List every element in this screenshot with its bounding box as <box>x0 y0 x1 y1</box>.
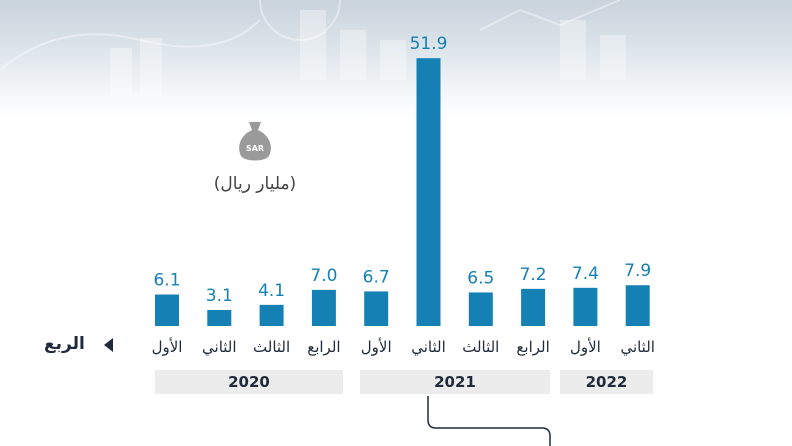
bar-1 <box>207 310 232 326</box>
category-label-9: الثاني <box>620 338 655 357</box>
year-2022-box: 2022 <box>560 370 653 394</box>
currency-code: SAR <box>246 144 264 153</box>
bar-4 <box>364 291 389 326</box>
year-2021-box: 2021 <box>360 370 550 394</box>
bar-2 <box>259 304 284 326</box>
bar-9 <box>625 285 650 326</box>
unit-label: (مليار ريال) <box>213 174 297 194</box>
value-label-7: 7.2 <box>520 265 547 285</box>
bar-7 <box>521 288 546 326</box>
bar-5 <box>416 58 441 327</box>
unit-block: SAR (مليار ريال) <box>200 118 310 194</box>
bar-6 <box>468 292 493 326</box>
bar-3 <box>311 289 336 326</box>
value-label-1: 3.1 <box>206 286 233 306</box>
header-banner <box>0 0 792 120</box>
value-label-9: 7.9 <box>624 261 651 281</box>
value-label-0: 6.1 <box>153 271 180 291</box>
value-label-2: 4.1 <box>258 281 285 301</box>
axis-arrow-icon <box>104 338 113 352</box>
category-label-4: الأول <box>361 337 392 356</box>
category-label-8: الأول <box>570 337 601 356</box>
category-label-6: الثالث <box>462 338 499 356</box>
category-label-0: الأول <box>152 337 183 356</box>
category-label-3: الرابع <box>307 338 340 356</box>
category-label-7: الرابع <box>516 338 549 356</box>
money-bag-icon: SAR <box>239 122 271 161</box>
value-label-5: 51.9 <box>410 34 448 54</box>
category-label-2: الثالث <box>253 338 290 356</box>
quarter-axis-label: الربع <box>44 334 85 354</box>
value-label-6: 6.5 <box>467 268 494 288</box>
bar-8 <box>573 287 598 326</box>
value-label-3: 7.0 <box>310 266 337 286</box>
bar-0 <box>155 294 179 326</box>
category-label-5: الثاني <box>411 338 446 357</box>
category-label-1: الثاني <box>202 338 237 357</box>
year-2020-box: 2020 <box>155 370 343 394</box>
value-label-8: 7.4 <box>572 264 599 284</box>
value-label-4: 6.7 <box>363 267 390 287</box>
banner-decoration <box>0 0 626 98</box>
